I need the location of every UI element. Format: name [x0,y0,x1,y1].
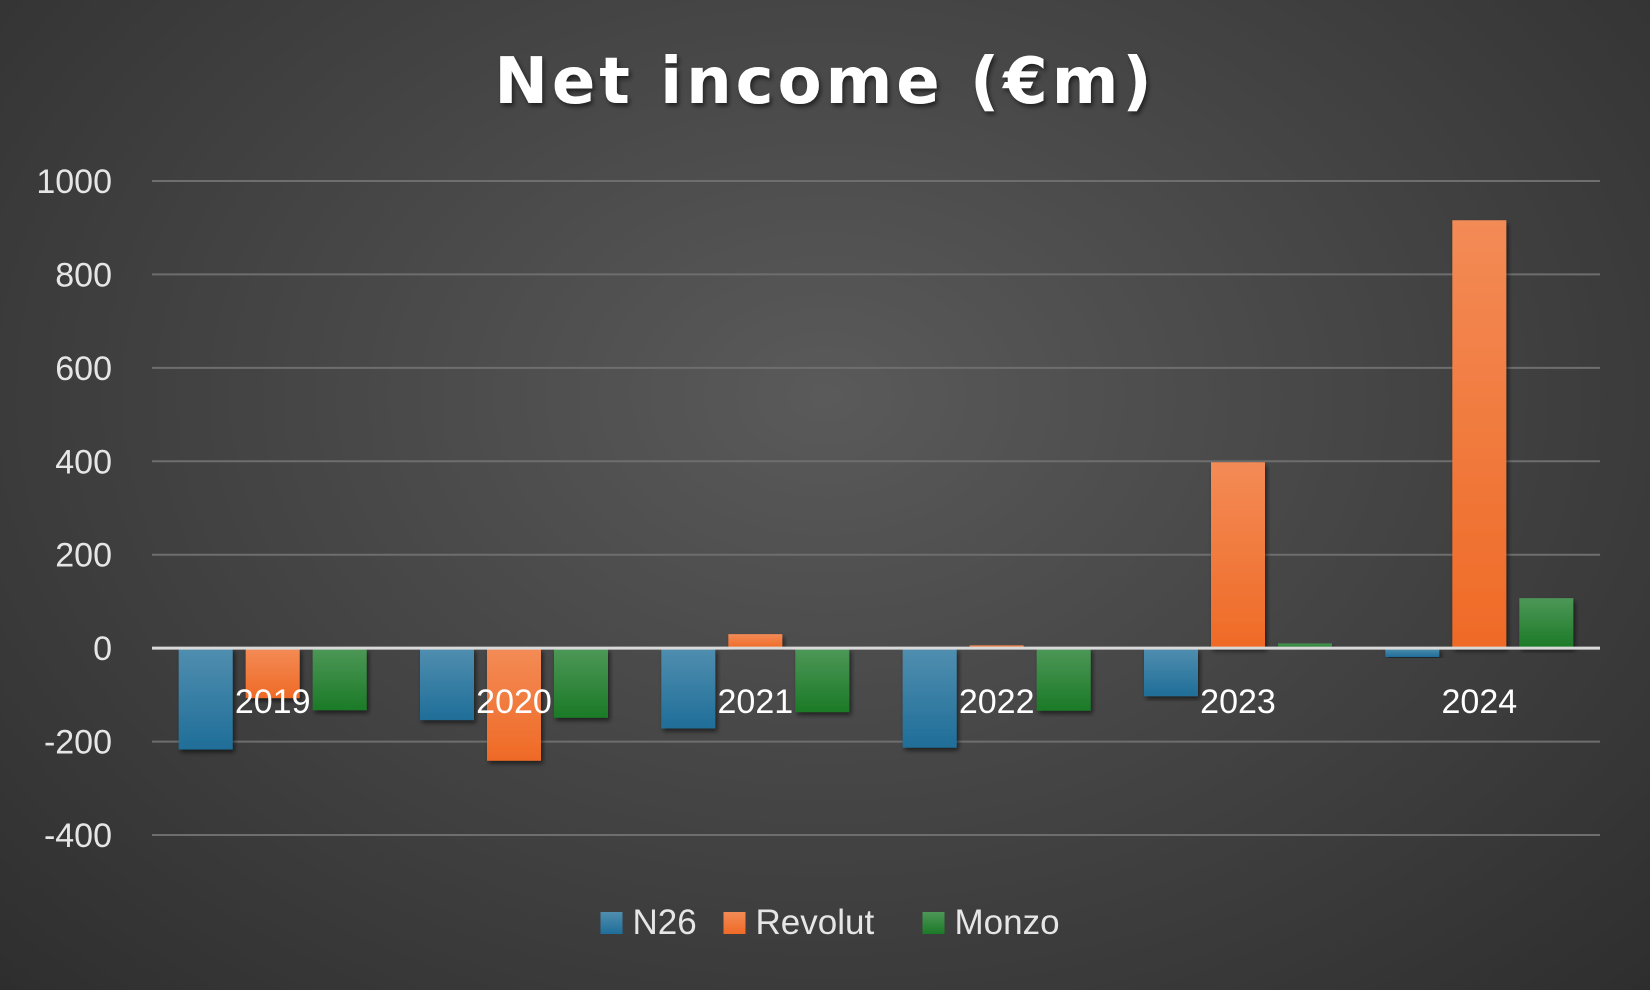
x-category-label: 2021 [718,683,794,721]
bar-monzo-2024 [1519,598,1574,649]
bar-monzo-2022 [1036,648,1091,711]
legend-swatch [600,912,623,934]
bars [178,220,1574,761]
bar-monzo-2023 [1278,643,1332,649]
legend-item-n26: N26 [600,903,697,942]
bar-monzo-2019 [312,648,367,711]
bar-revolut-2024 [1452,220,1507,649]
x-category-label: 2020 [476,683,552,721]
gridlines [152,180,1600,836]
y-tick-label: -200 [44,724,112,762]
bar-revolut-2020 [487,648,541,761]
bar-n26-2023 [1144,648,1198,697]
bar-monzo-2021 [795,648,850,713]
legend-item-revolut: Revolut [723,903,875,942]
bar-revolut-2019 [245,648,300,699]
x-category-label: 2023 [1200,683,1276,721]
y-tick-label: 200 [55,537,112,575]
y-tick-label: 600 [55,350,112,388]
bar-n26-2021 [661,648,716,729]
chart-title: Net income (€m) [494,45,1155,119]
y-tick-label: 800 [55,256,112,294]
bar-n26-2019 [178,648,233,750]
x-category-label: 2024 [1442,683,1518,721]
legend-swatch [723,912,746,934]
bar-revolut-2023 [1211,462,1265,649]
y-axis-tick-labels: 1000 800 600 400 200 0 -200 -400 [36,163,112,855]
legend-item-monzo: Monzo [922,903,1060,942]
legend-swatch [922,912,945,934]
x-category-label: 2019 [235,683,311,721]
x-axis-category-labels: 2019 2020 2021 2022 2023 2024 [235,683,1517,721]
bar-revolut-2021 [728,634,783,649]
bar-n26-2022 [902,648,957,748]
legend-label: Revolut [756,903,875,942]
bar-monzo-2020 [554,648,608,718]
y-tick-label: 1000 [36,163,112,201]
x-category-label: 2022 [959,683,1035,721]
y-tick-label: 400 [55,443,112,481]
legend-label: N26 [633,903,697,942]
legend: N26 Revolut Monzo [600,903,1060,942]
bar-n26-2024 [1385,648,1440,658]
bar-n26-2020 [420,648,474,721]
y-tick-label: -400 [44,817,112,855]
y-tick-label: 0 [93,630,112,668]
legend-label: Monzo [955,903,1060,942]
